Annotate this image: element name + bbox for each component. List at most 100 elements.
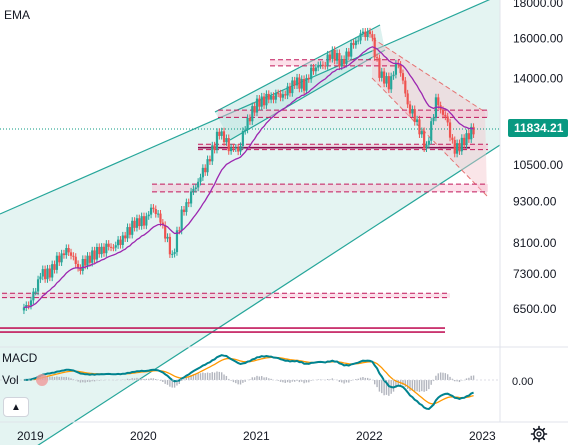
- candle-body[interactable]: [107, 243, 110, 247]
- candle-body[interactable]: [338, 53, 341, 67]
- candle-body[interactable]: [446, 116, 449, 123]
- candle-body[interactable]: [81, 258, 84, 271]
- price-pane[interactable]: [0, 0, 501, 445]
- candle-body[interactable]: [88, 255, 91, 263]
- macd-pane[interactable]: [0, 354, 500, 411]
- candle-body[interactable]: [62, 253, 66, 256]
- candle-body[interactable]: [347, 51, 350, 57]
- candle-body[interactable]: [105, 243, 108, 254]
- candle-body[interactable]: [234, 147, 237, 149]
- candle-body[interactable]: [357, 40, 360, 42]
- candle-body[interactable]: [415, 119, 419, 123]
- candle-body[interactable]: [340, 58, 343, 67]
- ema-line[interactable]: [23, 46, 474, 309]
- inner-lower-trend-line[interactable]: [229, 49, 386, 141]
- candle-body[interactable]: [220, 131, 223, 136]
- candle-body[interactable]: [112, 247, 115, 249]
- resistance-zone[interactable]: [152, 184, 488, 192]
- candle-body[interactable]: [326, 54, 329, 67]
- candle-body[interactable]: [32, 291, 35, 301]
- candle-body[interactable]: [199, 177, 202, 182]
- candle-body[interactable]: [335, 53, 339, 61]
- candle-body[interactable]: [173, 252, 176, 254]
- candle-body[interactable]: [48, 268, 51, 278]
- candle-body[interactable]: [206, 159, 209, 173]
- candle-body[interactable]: [178, 230, 181, 232]
- candle-body[interactable]: [288, 86, 292, 94]
- candle-body[interactable]: [76, 263, 80, 268]
- volume-indicator-label[interactable]: Vol: [2, 373, 19, 387]
- candle-body[interactable]: [444, 114, 447, 117]
- candle-body[interactable]: [159, 213, 162, 223]
- candle-body[interactable]: [29, 300, 33, 306]
- candle-body[interactable]: [253, 106, 256, 113]
- candle-body[interactable]: [293, 80, 296, 86]
- resistance-zone[interactable]: [2, 293, 450, 298]
- candle-body[interactable]: [22, 307, 26, 311]
- candle-body[interactable]: [453, 140, 456, 154]
- candle-body[interactable]: [437, 97, 440, 106]
- candle-body[interactable]: [98, 246, 101, 255]
- candle-body[interactable]: [265, 93, 268, 106]
- candle-body[interactable]: [60, 253, 63, 263]
- candle-body[interactable]: [279, 93, 282, 98]
- candle-body[interactable]: [302, 78, 306, 91]
- candle-body[interactable]: [91, 250, 94, 263]
- candle-body[interactable]: [366, 31, 369, 38]
- candle-body[interactable]: [317, 65, 320, 68]
- candle-body[interactable]: [448, 122, 452, 138]
- candle-body[interactable]: [310, 67, 313, 80]
- candle-body[interactable]: [248, 117, 252, 122]
- candle-body[interactable]: [298, 77, 301, 89]
- candle-body[interactable]: [312, 67, 315, 72]
- candle-body[interactable]: [441, 109, 445, 115]
- candle-body[interactable]: [149, 207, 153, 215]
- ema-indicator-label[interactable]: EMA: [4, 8, 30, 22]
- candle-body[interactable]: [406, 93, 409, 105]
- candle-body[interactable]: [430, 121, 433, 141]
- candle-body[interactable]: [154, 209, 157, 215]
- macd-indicator-label[interactable]: MACD: [2, 351, 38, 365]
- lower-trend-line[interactable]: [0, 144, 501, 445]
- candle-body[interactable]: [161, 222, 164, 225]
- candle-body[interactable]: [58, 255, 61, 263]
- candle-body[interactable]: [383, 71, 386, 84]
- candle-body[interactable]: [385, 76, 388, 84]
- candle-body[interactable]: [418, 119, 421, 135]
- candle-body[interactable]: [128, 227, 131, 235]
- candle-body[interactable]: [343, 58, 346, 64]
- candle-body[interactable]: [117, 239, 120, 246]
- candle-body[interactable]: [408, 104, 412, 114]
- candle-body[interactable]: [138, 218, 141, 227]
- candle-body[interactable]: [394, 63, 397, 75]
- candle-body[interactable]: [79, 267, 82, 271]
- candle-body[interactable]: [185, 202, 188, 213]
- candle-body[interactable]: [55, 255, 58, 270]
- candle-body[interactable]: [286, 86, 289, 96]
- candle-body[interactable]: [284, 94, 287, 96]
- upper-trend-line[interactable]: [0, 0, 500, 215]
- candle-body[interactable]: [371, 34, 374, 38]
- candle-body[interactable]: [230, 147, 233, 152]
- downtrend-lower-line[interactable]: [371, 77, 488, 197]
- candle-body[interactable]: [375, 57, 379, 59]
- inner-upper-trend-line[interactable]: [214, 24, 381, 113]
- candle-body[interactable]: [34, 291, 37, 293]
- candle-body[interactable]: [119, 239, 122, 245]
- candle-body[interactable]: [467, 133, 470, 140]
- candle-body[interactable]: [100, 246, 103, 255]
- candle-body[interactable]: [333, 49, 336, 61]
- candle-body[interactable]: [72, 255, 75, 257]
- candle-body[interactable]: [194, 187, 197, 189]
- candle-body[interactable]: [175, 230, 179, 253]
- candle-body[interactable]: [237, 147, 240, 152]
- candle-body[interactable]: [102, 246, 106, 254]
- candle-body[interactable]: [187, 202, 190, 204]
- candle-body[interactable]: [270, 95, 273, 100]
- candle-body[interactable]: [164, 224, 167, 239]
- candle-body[interactable]: [350, 42, 353, 57]
- candle-body[interactable]: [41, 269, 44, 277]
- candle-body[interactable]: [425, 144, 428, 149]
- candle-body[interactable]: [378, 58, 381, 78]
- candle-body[interactable]: [460, 137, 463, 152]
